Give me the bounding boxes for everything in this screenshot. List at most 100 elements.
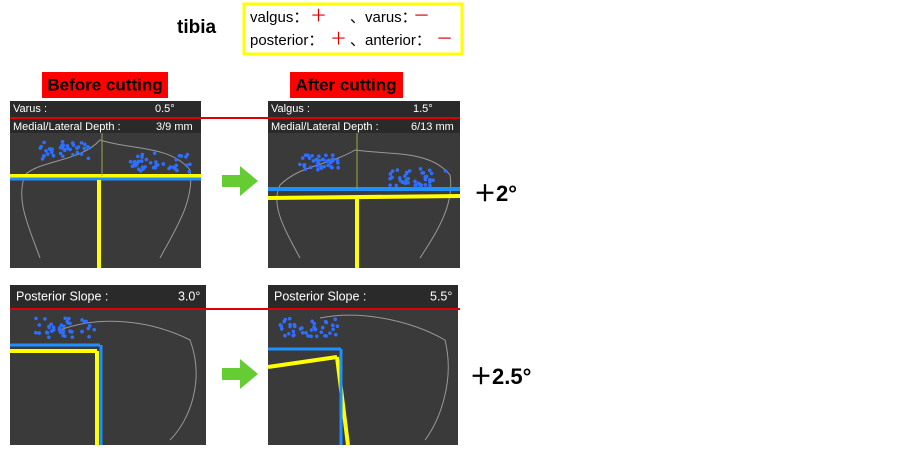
point-dot	[429, 171, 434, 176]
point-dot	[82, 146, 87, 151]
depth-label: Medial/Lateral Depth :	[271, 121, 379, 133]
point-dot	[328, 160, 333, 165]
point-dot	[303, 167, 308, 172]
legend-sign: ＋	[310, 6, 327, 25]
change: ＋2.5°	[470, 364, 531, 389]
point-dot	[306, 334, 310, 338]
point-dot	[152, 151, 157, 156]
point-dot	[38, 146, 43, 150]
angle-value: 1.5°	[413, 103, 433, 115]
point-dot	[155, 163, 160, 167]
angle-value: 0.5°	[155, 103, 175, 115]
legend-label: posterior：	[250, 32, 323, 49]
point-dot	[292, 324, 297, 329]
point-dot	[324, 153, 328, 158]
point-dot	[319, 330, 324, 334]
title: tibia	[177, 17, 216, 38]
point-dot	[288, 322, 292, 327]
point-dot	[128, 159, 133, 164]
point-dot	[431, 178, 435, 183]
point-dot	[37, 331, 42, 335]
graphic	[388, 167, 448, 188]
point-dot	[71, 153, 75, 157]
point-dot	[79, 141, 84, 145]
point-dot	[330, 165, 334, 170]
point-dot	[75, 150, 80, 155]
point-dot	[331, 158, 335, 163]
point-dot	[390, 169, 395, 173]
point-dot	[310, 153, 314, 158]
panel: Valgus : 1.5° Medial/Lateral Depth : 6/1…	[267, 101, 461, 268]
point-dot	[307, 156, 312, 160]
point-dot	[283, 333, 287, 338]
point-dot	[388, 176, 392, 181]
point-dot	[45, 152, 50, 156]
point-dot	[65, 319, 70, 324]
point-dot	[395, 168, 400, 172]
graphic	[10, 285, 206, 445]
point-dot	[306, 153, 310, 158]
point-dot	[83, 142, 87, 147]
depth-label: Medial/Lateral Depth :	[13, 121, 121, 133]
graphic	[267, 355, 338, 369]
legend-box	[242, 2, 464, 56]
point-dot	[333, 317, 338, 322]
point-dot	[65, 144, 70, 148]
point-dot	[62, 324, 66, 329]
point-dot	[47, 335, 51, 340]
point-dot	[174, 163, 179, 168]
column-header-bg	[42, 72, 168, 98]
point-dot	[143, 165, 147, 169]
point-dot	[279, 324, 284, 329]
point-dot	[403, 181, 407, 186]
point-dot	[148, 160, 153, 165]
angle-value: 5.5°	[430, 289, 452, 303]
point-dot	[37, 323, 42, 327]
point-dot	[322, 164, 327, 169]
graphic	[10, 285, 206, 309]
graphic	[21, 139, 192, 259]
graphic	[298, 153, 341, 172]
point-dot	[335, 158, 340, 163]
point-dot	[42, 153, 46, 158]
point-dot	[407, 169, 412, 173]
graphic	[276, 149, 452, 259]
point-dot	[336, 165, 341, 170]
point-dot	[428, 183, 432, 188]
point-dot	[84, 319, 88, 324]
point-dot	[79, 152, 84, 156]
point-dot	[43, 317, 47, 321]
depth-value: 3/9 mm	[156, 121, 193, 133]
point-dot	[167, 166, 171, 171]
point-dot	[48, 147, 53, 151]
legend-label: valgus：	[250, 9, 308, 26]
point-dot	[86, 326, 91, 331]
point-dot	[86, 156, 91, 161]
point-dot	[319, 164, 323, 169]
point-dot	[283, 317, 288, 322]
point-dot	[184, 163, 189, 168]
point-dot	[134, 163, 138, 168]
panel: Varus : 0.5° Medial/Lateral Depth : 3/9 …	[10, 101, 201, 268]
point-dot	[413, 179, 417, 184]
legend-sign: －	[413, 6, 430, 25]
point-dot	[424, 174, 429, 179]
point-dot	[309, 328, 314, 332]
point-dot	[61, 331, 65, 335]
point-dot	[87, 334, 91, 339]
point-dot	[67, 316, 71, 321]
point-dot	[398, 178, 403, 183]
graphic	[267, 194, 461, 200]
point-dot	[174, 157, 179, 162]
point-dot	[317, 154, 321, 158]
point-dot	[316, 167, 320, 172]
point-dot	[188, 162, 192, 167]
point-dot	[314, 158, 318, 162]
point-dot	[335, 324, 340, 329]
point-dot	[132, 160, 136, 165]
point-dot	[302, 162, 307, 167]
point-dot	[75, 146, 79, 150]
point-dot	[85, 145, 90, 149]
arrow	[222, 359, 258, 389]
point-dot	[179, 154, 184, 158]
